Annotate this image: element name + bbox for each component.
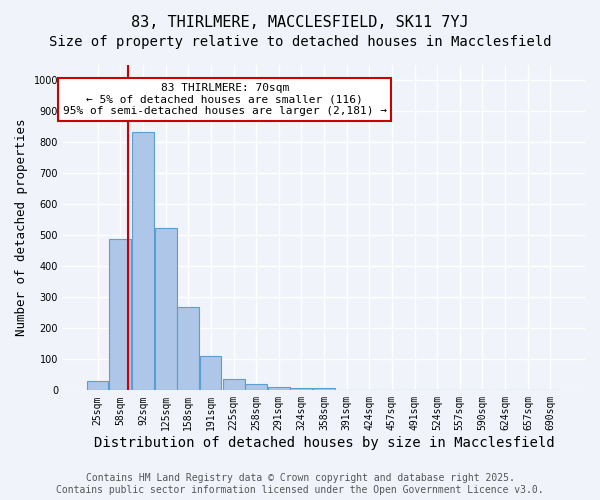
Text: Contains HM Land Registry data © Crown copyright and database right 2025.
Contai: Contains HM Land Registry data © Crown c… (56, 474, 544, 495)
Bar (132, 132, 154, 390)
Bar (268, 387, 290, 390)
Bar (109, 238, 131, 390)
Bar (155, 228, 176, 390)
Text: 83, THIRLMERE, MACCLESFIELD, SK11 7YJ: 83, THIRLMERE, MACCLESFIELD, SK11 7YJ (131, 15, 469, 30)
Bar (313, 388, 335, 390)
Y-axis label: Number of detached properties: Number of detached properties (15, 119, 28, 336)
Bar (245, 384, 267, 390)
Bar (177, 306, 199, 390)
Text: 83 THIRLMERE: 70sqm
← 5% of detached houses are smaller (116)
95% of semi-detach: 83 THIRLMERE: 70sqm ← 5% of detached hou… (63, 83, 387, 116)
X-axis label: Distribution of detached houses by size in Macclesfield: Distribution of detached houses by size … (94, 436, 554, 450)
Bar (223, 378, 245, 390)
Bar (86, 381, 109, 390)
Bar (290, 388, 312, 390)
Text: Size of property relative to detached houses in Macclesfield: Size of property relative to detached ho… (49, 35, 551, 49)
Bar (200, 356, 221, 390)
